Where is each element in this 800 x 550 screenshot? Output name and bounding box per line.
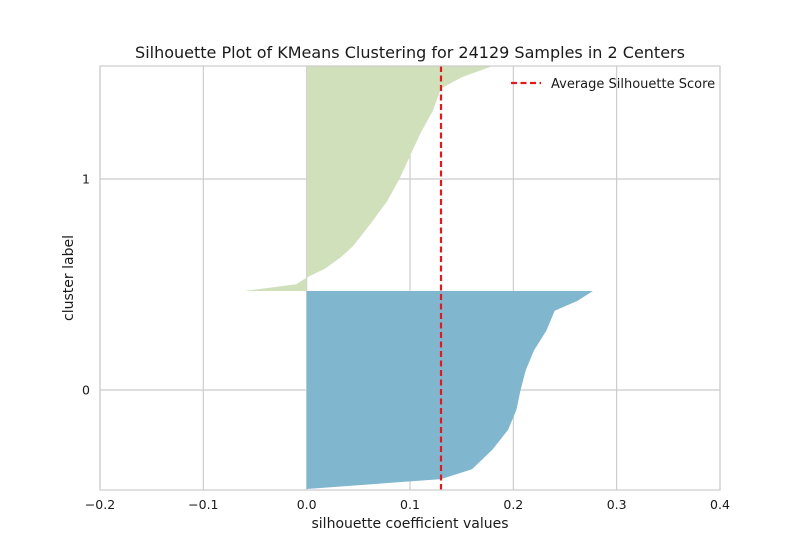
cluster-0-silhouette <box>306 291 593 489</box>
y-axis-label: cluster label <box>61 235 77 321</box>
ticks-layer: −0.2 −0.1 0.0 0.1 0.2 0.3 0.4 0 1 <box>82 172 730 513</box>
x-tick-label: 0.0 <box>297 497 317 512</box>
legend-average-label: Average Silhouette Score <box>551 77 715 92</box>
x-tick-label: −0.1 <box>188 497 218 512</box>
y-tick-label: 1 <box>82 172 90 187</box>
x-tick-label: 0.4 <box>710 497 730 512</box>
x-tick-label: 0.2 <box>503 497 523 512</box>
x-axis-label: silhouette coefficient values <box>312 516 509 532</box>
plot-frame <box>99 65 721 491</box>
x-tick-label: −0.2 <box>85 497 115 512</box>
cluster-1-silhouette <box>244 66 493 291</box>
y-tick-label: 0 <box>82 383 90 398</box>
legend: Average Silhouette Score <box>511 77 715 92</box>
clusters-layer <box>244 66 593 489</box>
x-tick-label: 0.3 <box>607 497 627 512</box>
x-tick-label: 0.1 <box>400 497 420 512</box>
chart-title: Silhouette Plot of KMeans Clustering for… <box>135 43 685 62</box>
